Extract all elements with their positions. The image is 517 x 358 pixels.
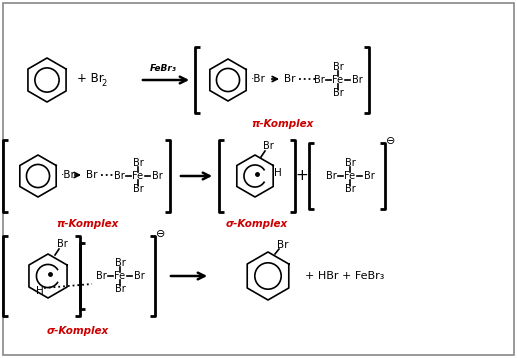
Text: Br: Br: [263, 141, 273, 151]
Text: Br: Br: [277, 240, 289, 250]
Text: σ-Komplex: σ-Komplex: [226, 219, 288, 229]
Text: 2: 2: [101, 78, 107, 87]
Text: Fe: Fe: [332, 75, 344, 85]
Text: Br: Br: [133, 158, 143, 168]
Text: Fe: Fe: [344, 171, 356, 181]
Text: Br: Br: [114, 171, 125, 181]
Text: Br: Br: [284, 74, 296, 84]
Text: Br: Br: [133, 184, 143, 194]
Text: ⊖: ⊖: [386, 136, 396, 146]
Text: σ-Komplex: σ-Komplex: [47, 326, 109, 336]
Text: ·Br: ·Br: [61, 170, 76, 180]
Text: π-Komplex: π-Komplex: [56, 219, 118, 229]
Text: FeBr₃: FeBr₃: [149, 64, 176, 73]
Text: ·Br: ·Br: [251, 74, 266, 84]
Text: Br: Br: [326, 171, 337, 181]
Text: π-Komplex: π-Komplex: [251, 119, 313, 129]
Text: Br: Br: [352, 75, 362, 85]
Text: Br: Br: [314, 75, 324, 85]
Text: +: +: [296, 169, 308, 184]
Text: Br: Br: [96, 271, 107, 281]
Text: + HBr + FeBr₃: + HBr + FeBr₃: [305, 271, 384, 281]
Text: Br: Br: [115, 284, 126, 294]
Text: H: H: [36, 286, 44, 296]
Text: Br: Br: [332, 62, 343, 72]
Text: Br: Br: [133, 271, 144, 281]
Text: + Br: + Br: [77, 73, 104, 86]
Text: Br: Br: [151, 171, 162, 181]
Text: Br: Br: [115, 258, 126, 268]
Text: Br: Br: [86, 170, 98, 180]
Text: Br: Br: [363, 171, 374, 181]
Text: Br: Br: [57, 239, 67, 249]
Text: ⊖: ⊖: [156, 229, 165, 239]
Text: Br: Br: [332, 88, 343, 98]
Text: Fe: Fe: [132, 171, 144, 181]
Text: H: H: [274, 168, 282, 178]
Text: Br: Br: [345, 184, 355, 194]
Text: Br: Br: [345, 158, 355, 168]
Text: Fe: Fe: [114, 271, 126, 281]
